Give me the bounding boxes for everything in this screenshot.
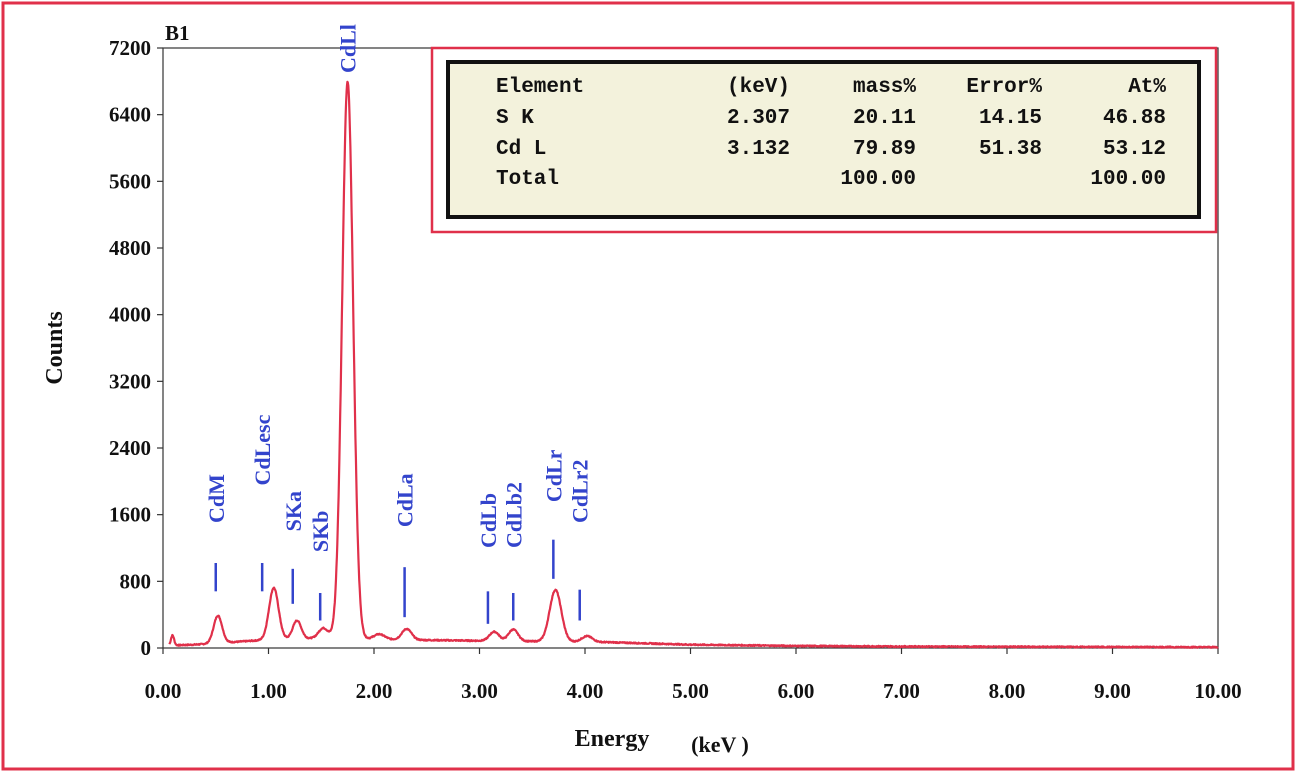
table-header-cell: (keV) (727, 76, 790, 99)
panel-label: B1 (165, 21, 190, 45)
peak-label: CdLa (393, 473, 418, 527)
y-axis-title: Counts (42, 311, 68, 384)
x-tick-label: 3.00 (461, 679, 498, 703)
table-cell: 20.11 (853, 107, 916, 130)
y-tick-label: 2400 (109, 436, 151, 460)
x-tick-label: 9.00 (1094, 679, 1131, 703)
x-tick-label: 10.00 (1194, 679, 1241, 703)
y-tick-label: 1600 (109, 503, 151, 527)
y-tick-label: 5600 (109, 169, 151, 193)
results-table: Element (keV) mass% Error% At% S K 2.307 20.11 1… (430, 46, 1218, 234)
y-tick-label: 3200 (109, 369, 151, 393)
x-tick-label: 0.00 (145, 679, 182, 703)
x-tick-label: 7.00 (883, 679, 920, 703)
x-tick-label: 1.00 (250, 679, 287, 703)
peak-label: SKa (281, 491, 306, 531)
y-tick-label: 4000 (109, 303, 151, 327)
table-header-cell: At% (1128, 76, 1166, 99)
x-tick-label: 8.00 (989, 679, 1026, 703)
x-tick-label: 5.00 (672, 679, 709, 703)
peak-label: CdLesc (250, 414, 275, 485)
table-cell: S K (496, 107, 534, 130)
table-cell: 46.88 (1103, 107, 1166, 130)
peak-label: CdLb2 (501, 482, 526, 548)
spectrum-line (168, 80, 1219, 649)
y-axis: 0 800 1600 2400 3200 4000 4800 5600 6400 7200 (109, 36, 163, 660)
peak-label: CdLr2 (568, 459, 593, 523)
table-cell: Total (496, 168, 559, 191)
peak-label: CdLr (541, 449, 566, 502)
x-axis: 0.00 1.00 2.00 3.00 4.00 5.00 6.00 7.00 8.00 9.00… (145, 648, 1242, 703)
x-axis-unit: (keV ) (691, 732, 749, 757)
table-inner-box (446, 60, 1201, 219)
table-header-cell: mass% (853, 76, 916, 99)
table-cell: 53.12 (1103, 138, 1166, 161)
x-tick-label: 6.00 (778, 679, 815, 703)
table-cell: 51.38 (979, 138, 1042, 161)
y-tick-label: 7200 (109, 36, 151, 60)
x-tick-label: 4.00 (567, 679, 604, 703)
table-cell: 100.00 (1090, 168, 1166, 191)
peak-label: CdLl (336, 24, 361, 73)
peak-label: SKb (308, 511, 333, 553)
table-header-cell: Error% (966, 76, 1042, 99)
x-axis-title: Energy (575, 726, 650, 752)
table-cell: 2.307 (727, 107, 790, 130)
peak-label: CdLb (476, 493, 501, 548)
y-tick-label: 800 (120, 569, 152, 593)
table-cell: 14.15 (979, 107, 1042, 130)
y-tick-label: 4800 (109, 236, 151, 260)
table-cell: 100.00 (840, 168, 916, 191)
table-header-cell: Element (496, 76, 584, 99)
peak-label: CdM (204, 474, 229, 523)
table-cells: Element (keV) mass% Error% At% S K 2.307 20.11 1… (496, 76, 1166, 191)
y-tick-label: 0 (141, 636, 152, 660)
x-tick-label: 2.00 (356, 679, 393, 703)
table-cell: Cd L (496, 138, 546, 161)
table-cell: 3.132 (727, 138, 790, 161)
table-cell: 79.89 (853, 138, 916, 161)
y-tick-label: 6400 (109, 103, 151, 127)
